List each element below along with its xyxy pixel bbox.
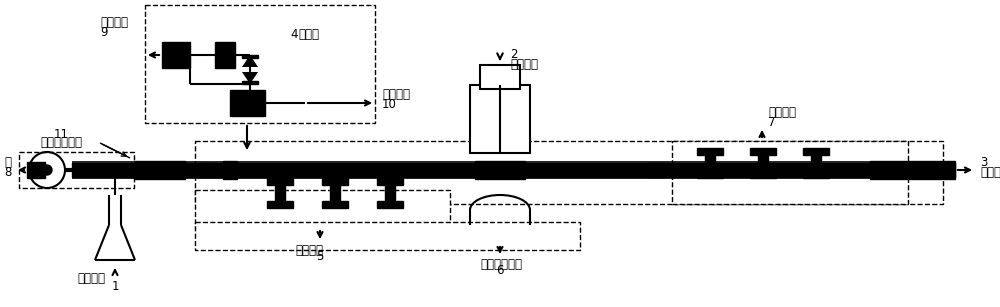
Bar xyxy=(195,141,943,204)
Text: 8: 8 xyxy=(4,165,12,178)
Text: 7: 7 xyxy=(768,115,776,129)
Bar xyxy=(195,190,450,228)
Text: 二极管: 二极管 xyxy=(298,29,319,41)
Text: 地: 地 xyxy=(5,157,12,169)
Bar xyxy=(27,162,45,178)
Text: 10: 10 xyxy=(382,99,397,111)
Polygon shape xyxy=(237,163,251,171)
Bar xyxy=(758,155,768,171)
Text: 射频耦合探针: 射频耦合探针 xyxy=(40,137,82,150)
Bar xyxy=(135,161,185,179)
Text: 5: 5 xyxy=(316,250,324,262)
Bar xyxy=(237,170,251,172)
Bar xyxy=(223,161,237,179)
Bar xyxy=(195,222,580,250)
Text: 分布式地: 分布式地 xyxy=(382,88,410,102)
Bar xyxy=(230,90,265,116)
Bar xyxy=(330,185,340,201)
Text: 2: 2 xyxy=(510,49,518,61)
Text: 射频输入: 射频输入 xyxy=(77,273,105,286)
Bar xyxy=(275,185,285,201)
Bar xyxy=(267,178,293,185)
Bar xyxy=(480,65,520,89)
Text: 中频滤波: 中频滤波 xyxy=(768,107,796,119)
Bar xyxy=(215,42,235,68)
Text: 本振输入: 本振输入 xyxy=(510,59,538,72)
Bar xyxy=(162,42,190,68)
Bar xyxy=(377,201,403,208)
Bar xyxy=(475,161,525,179)
Bar xyxy=(803,148,829,155)
Bar xyxy=(322,201,348,208)
Text: 3: 3 xyxy=(980,157,987,169)
Text: 6: 6 xyxy=(496,265,504,278)
Bar xyxy=(672,141,908,204)
Polygon shape xyxy=(237,172,251,176)
Text: 9: 9 xyxy=(100,25,108,38)
Text: 1: 1 xyxy=(111,279,119,293)
Bar xyxy=(267,201,293,208)
Bar xyxy=(697,171,723,178)
Text: 本振滤波: 本振滤波 xyxy=(295,243,323,257)
Bar xyxy=(19,152,134,188)
Bar xyxy=(145,5,375,123)
Bar xyxy=(705,155,715,171)
Bar xyxy=(242,55,258,58)
Polygon shape xyxy=(242,55,258,67)
Bar xyxy=(377,178,403,185)
Bar xyxy=(237,170,251,172)
Bar xyxy=(198,163,214,177)
Bar xyxy=(470,85,530,153)
Bar xyxy=(750,148,776,155)
Bar xyxy=(322,178,348,185)
Bar xyxy=(811,155,821,171)
Text: 中频输出: 中频输出 xyxy=(980,166,1000,180)
Polygon shape xyxy=(242,72,258,84)
Bar xyxy=(697,148,723,155)
Text: 本振耦合探针: 本振耦合探针 xyxy=(480,258,522,270)
Bar xyxy=(648,163,664,177)
Text: 分布式地: 分布式地 xyxy=(100,15,128,29)
Bar xyxy=(242,81,258,84)
Bar xyxy=(385,185,395,201)
Text: 4: 4 xyxy=(290,29,298,41)
Circle shape xyxy=(42,165,52,175)
Bar xyxy=(870,161,955,179)
Text: 11: 11 xyxy=(54,127,69,141)
Bar xyxy=(72,163,955,177)
Bar xyxy=(803,171,829,178)
Bar xyxy=(750,171,776,178)
